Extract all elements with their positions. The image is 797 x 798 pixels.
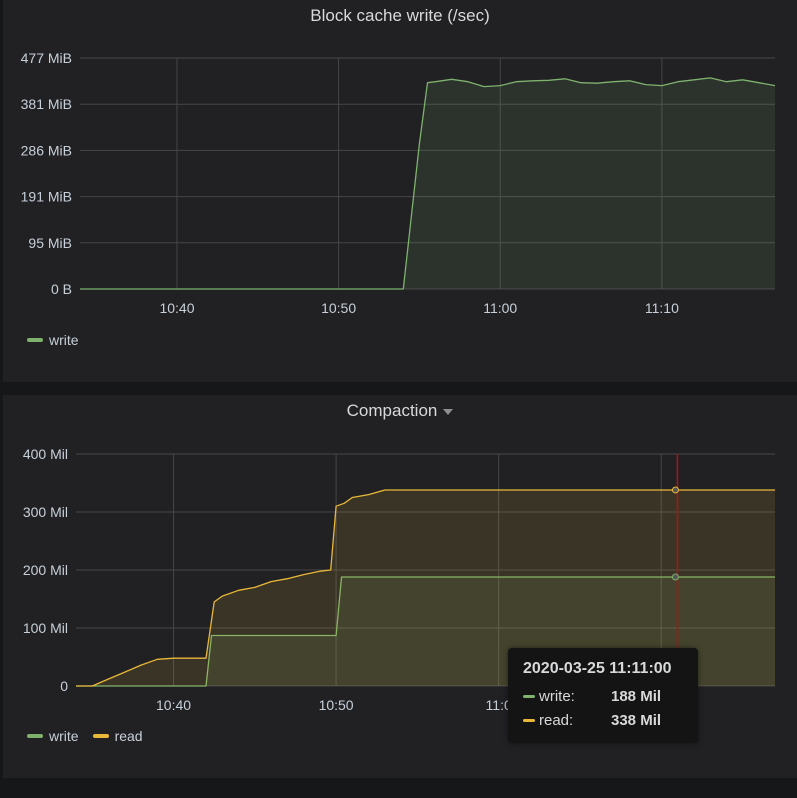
- y-tick-label: 477 MiB: [21, 50, 72, 66]
- legend: write read: [27, 728, 157, 744]
- tooltip-value-read: 338 Mil: [611, 712, 661, 729]
- tooltip-row-write: write: 188 Mil: [523, 688, 661, 705]
- tooltip-swatch-write: [523, 695, 535, 698]
- tooltip: 2020-03-25 11:11:00 write: 188 Mil read:…: [508, 648, 698, 743]
- tooltip-value-write: 188 Mil: [611, 688, 661, 705]
- hover-point-write: [672, 574, 678, 580]
- y-tick-label: 200 Mil: [23, 562, 68, 578]
- x-tick-label: 11:00: [483, 300, 517, 316]
- y-tick-label: 381 MiB: [21, 96, 72, 112]
- legend: write: [27, 332, 93, 348]
- y-tick-label: 191 MiB: [21, 189, 72, 205]
- y-tick-label: 100 Mil: [23, 620, 68, 636]
- y-tick-label: 0: [60, 678, 68, 694]
- legend-label-write: write: [49, 728, 79, 744]
- tooltip-time: 2020-03-25 11:11:00: [523, 660, 672, 678]
- y-tick-label: 400 Mil: [23, 446, 68, 462]
- series-area-write: [80, 78, 775, 289]
- y-tick-label: 300 Mil: [23, 504, 68, 520]
- legend-item-write[interactable]: write: [27, 332, 79, 348]
- legend-label-read: read: [115, 728, 143, 744]
- y-tick-label: 0 B: [51, 281, 72, 297]
- legend-swatch-write: [27, 338, 43, 342]
- legend-label-write: write: [49, 332, 79, 348]
- y-tick-label: 286 MiB: [21, 142, 72, 158]
- block-cache-write-chart[interactable]: 0 B 95 MiB 191 MiB 286 MiB 381 MiB 477 MiB 10:…: [3, 0, 797, 330]
- x-tick-label: 10:40: [156, 697, 191, 713]
- legend-item-read[interactable]: read: [93, 728, 143, 744]
- y-tick-label: 95 MiB: [28, 235, 72, 251]
- hover-point-read: [672, 487, 678, 493]
- x-tick-label: 11:10: [645, 300, 679, 316]
- x-tick-label: 10:50: [321, 300, 356, 316]
- x-tick-label: 10:40: [159, 300, 194, 316]
- legend-swatch-write: [27, 734, 43, 738]
- tooltip-label-write: write:: [539, 688, 611, 705]
- legend-swatch-read: [93, 734, 109, 738]
- x-tick-label: 10:50: [319, 697, 354, 713]
- block-cache-write-panel: Block cache write (/sec) 0 B 95 MiB 191 Mi…: [3, 0, 797, 382]
- tooltip-swatch-read: [523, 719, 535, 722]
- tooltip-label-read: read:: [539, 712, 611, 729]
- tooltip-row-read: read: 338 Mil: [523, 712, 661, 729]
- legend-item-write[interactable]: write: [27, 728, 79, 744]
